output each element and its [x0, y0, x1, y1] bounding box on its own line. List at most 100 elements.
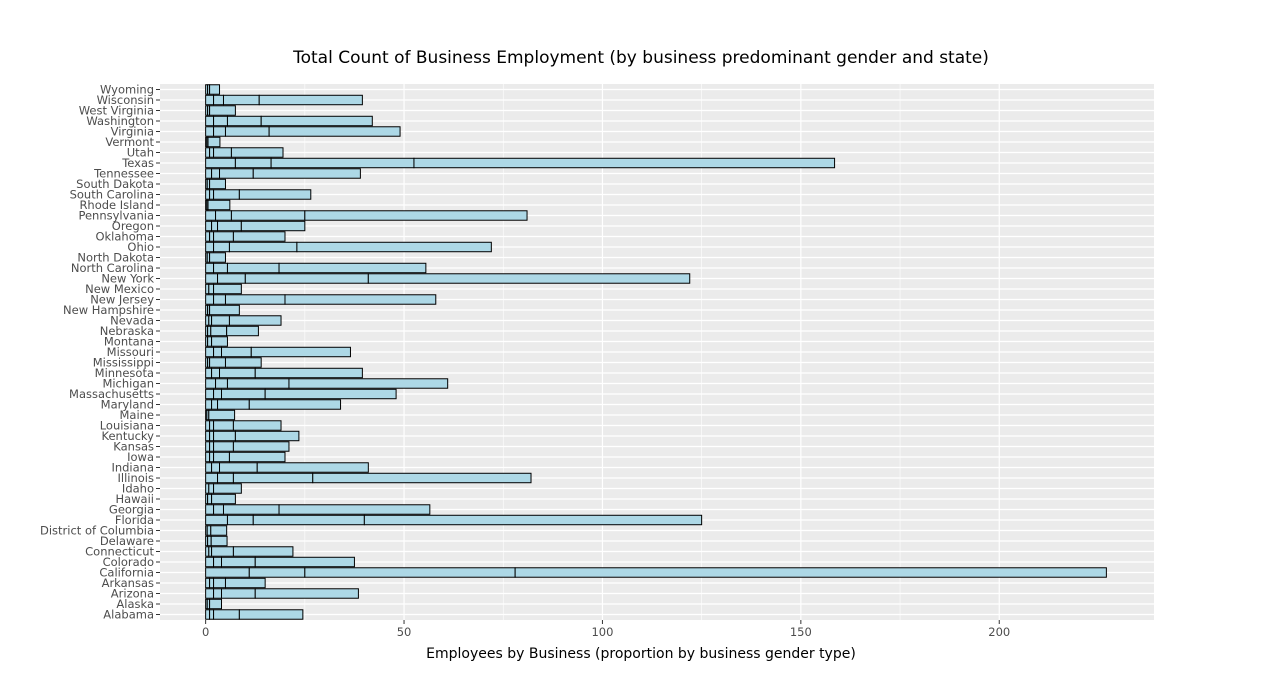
- bar-segment: [230, 210, 306, 221]
- bar-segment: [244, 273, 369, 284]
- bar-segment: [205, 157, 236, 169]
- y-tick-label: Florida: [115, 513, 154, 527]
- bar-segment: [224, 357, 262, 368]
- bar-segment: [213, 588, 223, 599]
- bar-segment: [209, 178, 226, 190]
- bar-segment: [213, 609, 240, 620]
- bar-segment: [205, 399, 213, 410]
- y-tick-label: Wisconsin: [97, 93, 154, 107]
- x-tick-label: 150: [790, 625, 812, 639]
- bar-segment: [207, 336, 213, 347]
- bar-segment: [211, 315, 230, 326]
- bar-segment: [209, 84, 221, 95]
- bar-segment: [226, 378, 290, 389]
- bar-segment: [205, 147, 211, 158]
- y-tick-label: California: [99, 566, 154, 580]
- y-tick-label: New Hampshire: [63, 303, 154, 317]
- y-tick-label: Virginia: [111, 125, 154, 139]
- bar-segment: [256, 462, 369, 473]
- bar-segment: [213, 231, 234, 242]
- chart-title: Total Count of Business Employment (by b…: [292, 48, 989, 68]
- y-tick-label: Louisiana: [100, 419, 154, 433]
- bar-segment: [270, 157, 415, 169]
- bar-segment: [213, 147, 232, 158]
- bar-segment: [219, 168, 254, 179]
- bar-segment: [205, 210, 217, 221]
- bar-segment: [363, 514, 703, 526]
- bar-segment: [312, 472, 532, 484]
- bar-segment: [211, 168, 221, 179]
- bar-segment: [209, 441, 215, 452]
- bar-segment: [232, 546, 294, 557]
- bar-segment: [205, 241, 215, 253]
- y-tick-label: South Carolina: [70, 188, 154, 202]
- bar-segment: [213, 577, 226, 589]
- bar-segment: [209, 231, 215, 242]
- bar-segment: [230, 147, 284, 158]
- y-tick-label: Ohio: [127, 240, 154, 254]
- bar-segment: [254, 588, 359, 599]
- y-tick-label: Maine: [119, 408, 154, 422]
- bar-segment: [213, 504, 224, 515]
- y-tick-label: Connecticut: [85, 545, 154, 559]
- bar-segment: [238, 189, 312, 200]
- x-axis: 0 50 100 150 200: [202, 620, 1010, 639]
- bar-segment: [205, 504, 215, 515]
- bar-segment: [252, 168, 361, 179]
- bar-segment: [228, 451, 286, 463]
- bar-segment: [210, 325, 228, 337]
- bar-segment: [213, 388, 223, 400]
- bar-segment: [224, 294, 286, 305]
- bar-segment: [234, 157, 272, 169]
- bar-segment: [264, 388, 397, 400]
- y-tick-label: Vermont: [105, 135, 154, 149]
- y-tick-label: Maryland: [101, 398, 154, 412]
- y-tick-label: Nevada: [110, 314, 154, 328]
- bar-segment: [211, 546, 234, 557]
- y-tick-label: Illinois: [118, 471, 155, 485]
- bar-segment: [226, 514, 254, 526]
- y-tick-label: Idaho: [122, 482, 154, 496]
- bar-segment: [260, 115, 373, 127]
- bar-segment: [205, 378, 217, 389]
- y-tick-label: Colorado: [103, 555, 154, 569]
- bar-segment: [209, 105, 236, 116]
- bar-segment: [211, 399, 219, 410]
- bar-segment: [232, 472, 314, 484]
- bar-segment: [278, 504, 431, 515]
- bar-segment: [221, 346, 252, 358]
- bar-segment: [209, 252, 226, 263]
- x-axis-label: Employees by Business (proportion by bus…: [426, 646, 856, 662]
- bar-segment: [210, 535, 228, 547]
- bar-segment: [250, 346, 351, 358]
- bar-segment: [288, 378, 449, 389]
- bar-segment: [215, 378, 228, 389]
- bar-segment: [205, 168, 213, 179]
- bar-segment: [207, 199, 231, 211]
- bar-segment: [224, 126, 270, 137]
- bar-segment: [205, 430, 211, 442]
- bar-segment: [208, 483, 215, 494]
- bar-segment: [213, 556, 223, 568]
- y-tick-label: Oklahoma: [95, 230, 154, 244]
- x-tick-label: 100: [591, 625, 613, 639]
- bar-segment: [215, 210, 232, 221]
- y-tick-label: Wyoming: [100, 83, 154, 97]
- bar-segment: [304, 567, 516, 578]
- bar-segment: [209, 609, 215, 620]
- bar-segment: [213, 430, 236, 442]
- y-tick-label: New York: [101, 272, 154, 286]
- bar-segment: [226, 262, 280, 274]
- y-tick-label: South Dakota: [76, 177, 154, 191]
- bar-segment: [205, 220, 213, 232]
- y-tick-label: Missouri: [107, 345, 154, 359]
- bar-segment: [226, 325, 259, 337]
- bar-segment: [304, 210, 528, 221]
- x-tick-label: 200: [988, 625, 1010, 639]
- y-tick-label: Michigan: [102, 377, 154, 391]
- bar-segment: [213, 294, 226, 305]
- y-tick-label: Kansas: [113, 440, 154, 454]
- y-tick-label: Alaska: [116, 597, 154, 611]
- y-tick-label: New Jersey: [90, 293, 154, 307]
- bar-segment: [217, 220, 242, 232]
